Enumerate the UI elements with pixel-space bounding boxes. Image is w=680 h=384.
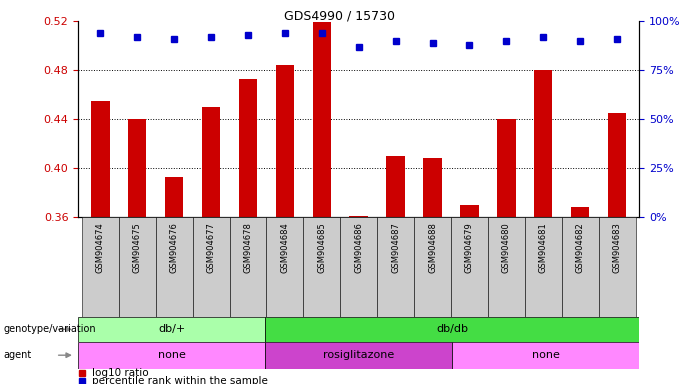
Text: genotype/variation: genotype/variation (3, 324, 96, 334)
Bar (525, 217, 562, 317)
Bar (265, 342, 452, 369)
Bar (156, 217, 192, 317)
Text: none: none (158, 350, 186, 360)
Bar (303, 217, 340, 317)
Text: GDS4990 / 15730: GDS4990 / 15730 (284, 10, 396, 23)
Bar (119, 217, 156, 317)
Bar (265, 317, 639, 342)
Text: db/db: db/db (436, 324, 469, 334)
Text: agent: agent (3, 350, 32, 360)
Bar (128, 119, 146, 217)
Text: GSM904675: GSM904675 (133, 222, 141, 273)
Bar (377, 217, 414, 317)
Bar (91, 101, 109, 217)
Bar (497, 119, 515, 217)
Bar (452, 342, 639, 369)
Text: rosiglitazone: rosiglitazone (323, 350, 394, 360)
Bar (239, 79, 257, 217)
Bar (571, 207, 590, 217)
Bar (78, 317, 265, 342)
Bar (386, 156, 405, 217)
Bar (230, 217, 267, 317)
Bar (451, 217, 488, 317)
Text: GSM904676: GSM904676 (170, 222, 179, 273)
Text: log10 ratio: log10 ratio (92, 367, 148, 378)
Bar (608, 113, 626, 217)
Bar (267, 217, 303, 317)
Text: GSM904680: GSM904680 (502, 222, 511, 273)
Text: GSM904683: GSM904683 (613, 222, 622, 273)
Text: percentile rank within the sample: percentile rank within the sample (92, 376, 267, 384)
Bar (165, 177, 184, 217)
Bar (488, 217, 525, 317)
Text: GSM904681: GSM904681 (539, 222, 547, 273)
Bar (562, 217, 598, 317)
Text: GSM904674: GSM904674 (96, 222, 105, 273)
Bar (423, 158, 442, 217)
Text: none: none (532, 350, 560, 360)
Text: GSM904682: GSM904682 (576, 222, 585, 273)
Text: GSM904677: GSM904677 (207, 222, 216, 273)
Bar (313, 22, 331, 217)
Bar (534, 70, 552, 217)
Text: GSM904684: GSM904684 (280, 222, 290, 273)
Bar (350, 216, 368, 217)
Text: db/+: db/+ (158, 324, 186, 334)
Bar (414, 217, 451, 317)
Text: GSM904679: GSM904679 (465, 222, 474, 273)
Bar (82, 217, 119, 317)
Text: GSM904685: GSM904685 (318, 222, 326, 273)
Text: GSM904686: GSM904686 (354, 222, 363, 273)
Text: GSM904678: GSM904678 (243, 222, 252, 273)
Bar (275, 65, 294, 217)
Bar (340, 217, 377, 317)
Bar (192, 217, 230, 317)
Bar (78, 342, 265, 369)
Bar (202, 107, 220, 217)
Text: GSM904687: GSM904687 (391, 222, 400, 273)
Bar (598, 217, 636, 317)
Bar (460, 205, 479, 217)
Text: GSM904688: GSM904688 (428, 222, 437, 273)
